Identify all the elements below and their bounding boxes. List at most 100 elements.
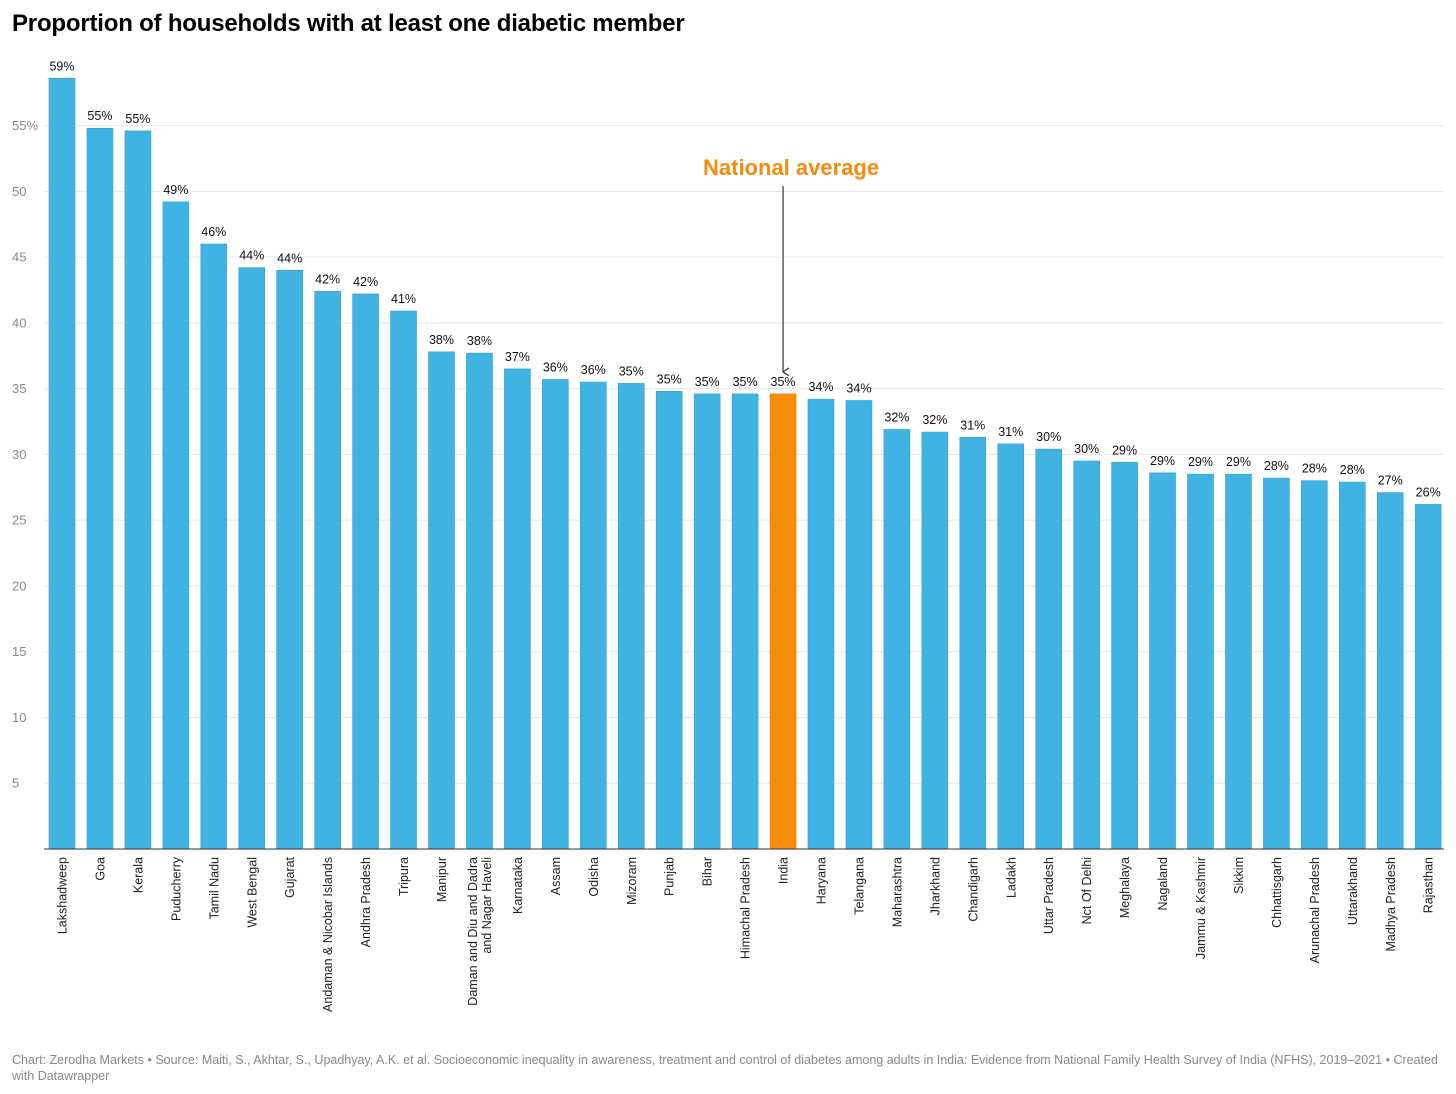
bar-rajasthan xyxy=(1414,504,1442,850)
x-tick-label-line: Himachal Pradesh xyxy=(739,857,753,959)
bar-meghalaya xyxy=(1111,462,1138,850)
value-label: 38% xyxy=(429,333,454,347)
x-tick-label: India xyxy=(777,857,791,884)
value-label: 59% xyxy=(49,59,74,73)
bar-lakshadweep xyxy=(48,77,76,850)
x-tick-label: Gujarat xyxy=(283,856,297,898)
bar-odisha xyxy=(579,381,607,850)
bar-chhattisgarh xyxy=(1263,477,1290,850)
x-tick-label: Tripura xyxy=(397,857,411,896)
bar-bihar xyxy=(693,393,721,850)
value-label: 36% xyxy=(581,363,606,377)
bar-telangana xyxy=(845,400,873,850)
x-tick-label-line: Telangana xyxy=(852,857,866,915)
x-tick-label: West Bengal xyxy=(245,857,259,928)
value-label: 42% xyxy=(315,272,340,286)
x-tick-label: Nagaland xyxy=(1156,857,1170,911)
x-tick-label-line: Andhra Pradesh xyxy=(359,857,373,947)
chart-footer: Chart: Zerodha Markets • Source: Maiti, … xyxy=(12,1053,1438,1083)
value-label: 42% xyxy=(353,275,378,289)
x-tick-label: Chhattisgarh xyxy=(1270,857,1284,928)
x-tick-label: Jammu & Kashmir xyxy=(1194,857,1208,959)
x-tick-label: Andaman & Nicobar Islands xyxy=(321,857,335,1012)
value-label: 35% xyxy=(695,375,720,389)
chart-title: Proportion of households with at least o… xyxy=(12,10,685,37)
bar-west-bengal xyxy=(238,267,266,850)
bar-nagaland xyxy=(1149,472,1176,850)
x-tick-label-line: Sikkim xyxy=(1232,857,1246,894)
bar-puducherry xyxy=(162,201,190,850)
value-label: 28% xyxy=(1340,463,1365,477)
value-label: 30% xyxy=(1036,430,1061,444)
y-axis-ticks: 5 10 15 20 25 30 35 40 45 50 55% xyxy=(12,118,38,791)
bar-goa xyxy=(86,127,114,850)
value-label: 28% xyxy=(1302,462,1327,476)
bar-india xyxy=(769,393,797,850)
x-tick-label-line: and Nagar Haveli xyxy=(480,857,494,954)
bar-tripura xyxy=(390,310,417,850)
x-tick-label: Chandigarh xyxy=(966,857,980,922)
bar-daman-and-diu-and-dadra-and-nagar-haveli xyxy=(466,352,493,850)
value-labels: 59% 55% 55% 49% 46% 44% 44% 42% 42% 41% 38% 38% 37% 3… xyxy=(49,59,1440,499)
x-tick-label: Madhya Pradesh xyxy=(1384,857,1398,952)
value-label: 29% xyxy=(1226,455,1251,469)
x-tick-label-line: Jharkhand xyxy=(928,857,942,915)
bar-gujarat xyxy=(276,269,304,850)
x-tick-label: Tamil Nadu xyxy=(207,857,221,920)
value-label: 27% xyxy=(1378,474,1403,488)
y-tick-label: 50 xyxy=(12,184,26,199)
x-tick-label-line: Karnataka xyxy=(511,857,525,914)
x-tick-label-line: Lakshadweep xyxy=(56,857,70,934)
x-tick-label-line: Kerala xyxy=(131,857,145,893)
value-label: 31% xyxy=(998,425,1023,439)
bar-uttarakhand xyxy=(1339,481,1366,850)
value-label: 35% xyxy=(771,375,796,389)
bar-madhya-pradesh xyxy=(1376,492,1404,850)
x-tick-label: Haryana xyxy=(815,857,829,904)
x-tick-label: Puducherry xyxy=(169,856,183,921)
x-tick-label-line: Bihar xyxy=(701,857,715,886)
x-tick-label: Daman and Diu and Dadra and Nagar Haveli xyxy=(466,857,494,1006)
bar-tamil-nadu xyxy=(200,243,228,850)
value-label: 37% xyxy=(505,350,530,364)
value-label: 31% xyxy=(960,418,985,432)
x-tick-label-line: Odisha xyxy=(587,857,601,897)
bars xyxy=(48,77,1442,850)
x-tick-label: Jharkhand xyxy=(928,857,942,915)
value-label: 32% xyxy=(884,410,909,424)
bar-uttar-pradesh xyxy=(1035,448,1062,850)
x-tick-label: Meghalaya xyxy=(1118,857,1132,918)
x-tick-label-line: Gujarat xyxy=(283,856,297,898)
bar-karnataka xyxy=(504,368,531,850)
y-tick-label: 45 xyxy=(12,250,26,265)
bar-assam xyxy=(542,379,569,850)
x-tick-label: Nct Of Delhi xyxy=(1080,857,1094,924)
x-tick-label-line: Manipur xyxy=(435,857,449,902)
x-tick-label-line: Meghalaya xyxy=(1118,857,1132,918)
annotation-text: National average xyxy=(703,155,879,180)
value-label: 35% xyxy=(733,375,758,389)
value-label: 55% xyxy=(87,109,112,123)
x-tick-label-line: Arunachal Pradesh xyxy=(1308,857,1322,963)
y-tick-label: 5 xyxy=(12,776,19,791)
y-tick-label: 10 xyxy=(12,710,26,725)
value-label: 26% xyxy=(1416,485,1441,499)
bar-nct-of-delhi xyxy=(1073,460,1100,850)
bar-punjab xyxy=(655,390,683,850)
x-tick-label: Kerala xyxy=(131,857,145,893)
value-label: 36% xyxy=(543,360,568,374)
y-tick-label: 30 xyxy=(12,447,26,462)
value-label: 35% xyxy=(619,364,644,378)
bar-sikkim xyxy=(1225,473,1252,850)
value-label: 46% xyxy=(201,225,226,239)
x-tick-label: Bihar xyxy=(701,857,715,886)
bar-manipur xyxy=(428,351,455,850)
x-tick-label: Sikkim xyxy=(1232,857,1246,894)
x-tick-label: Lakshadweep xyxy=(56,857,70,934)
x-tick-label-line: Rajasthan xyxy=(1422,857,1436,913)
x-tick-label: Assam xyxy=(549,857,563,895)
x-tick-label-line: Haryana xyxy=(815,857,829,904)
bar-andaman-nicobar-islands xyxy=(314,291,341,850)
x-tick-label: Karnataka xyxy=(511,857,525,914)
